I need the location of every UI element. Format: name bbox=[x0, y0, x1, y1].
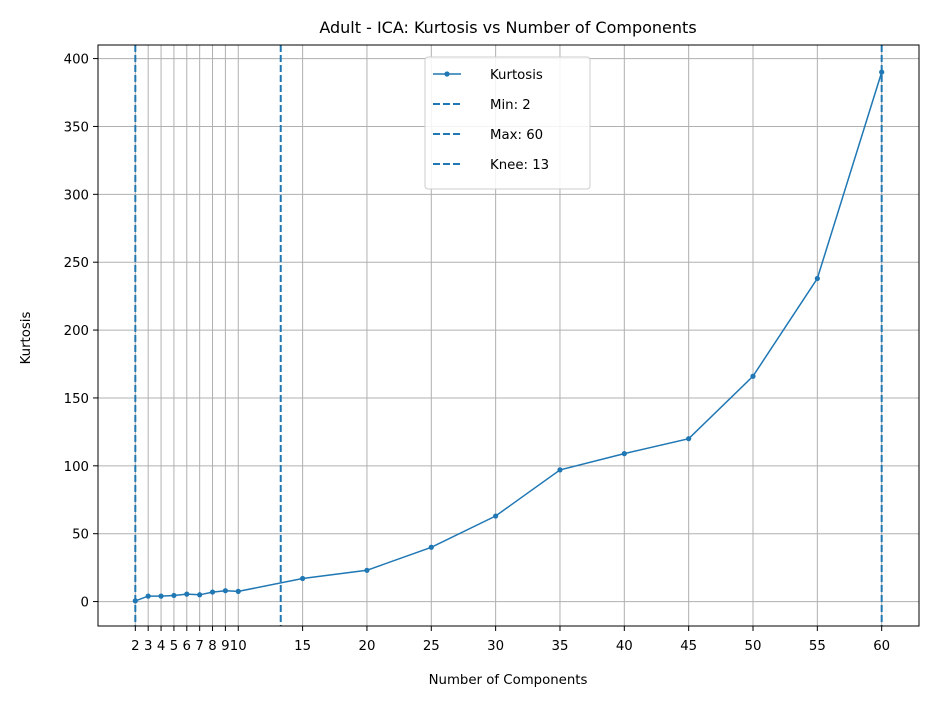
data-point bbox=[557, 467, 563, 473]
y-tick-label: 350 bbox=[64, 120, 89, 135]
y-tick-label: 400 bbox=[64, 53, 89, 68]
chart-title: Adult - ICA: Kurtosis vs Number of Compo… bbox=[319, 18, 696, 37]
y-tick-label: 0 bbox=[81, 596, 89, 611]
data-point bbox=[686, 436, 692, 442]
legend-entry-label: Max: 60 bbox=[490, 128, 543, 143]
data-point bbox=[235, 588, 241, 594]
x-tick-label: 45 bbox=[680, 639, 697, 654]
x-tick-label: 10 bbox=[230, 639, 247, 654]
y-tick-label: 300 bbox=[64, 188, 89, 203]
x-tick-label: 7 bbox=[195, 639, 203, 654]
data-point bbox=[364, 567, 370, 573]
data-point bbox=[879, 69, 885, 75]
x-tick-label: 55 bbox=[809, 639, 826, 654]
y-axis-ticks: 0 50 100 150 200 250 300 350 400 bbox=[64, 53, 98, 611]
x-tick-label: 6 bbox=[183, 639, 191, 654]
data-point bbox=[621, 451, 627, 457]
data-point bbox=[171, 592, 177, 599]
data-point bbox=[209, 589, 216, 595]
x-axis-ticks: 2 3 4 5 6 7 8 9 10 15 20 25 30 35 40 45 50 55 60 bbox=[131, 626, 890, 654]
legend-entry-label: Knee: 13 bbox=[490, 158, 549, 173]
legend: Kurtosis Min: 2 Max: 60 Knee: 13 bbox=[424, 56, 591, 190]
y-tick-label: 250 bbox=[64, 256, 89, 271]
legend-entry-label: Min: 2 bbox=[490, 98, 531, 113]
y-tick-label: 100 bbox=[64, 460, 89, 475]
series bbox=[132, 69, 885, 604]
y-tick-label: 150 bbox=[64, 392, 89, 407]
reference-lines bbox=[134, 45, 883, 626]
x-tick-label: 8 bbox=[208, 639, 216, 654]
data-point bbox=[428, 544, 434, 550]
y-tick-label: 50 bbox=[72, 528, 89, 543]
x-tick-label: 2 bbox=[131, 639, 139, 654]
legend-entry-label: Kurtosis bbox=[490, 68, 543, 83]
data-point bbox=[222, 588, 228, 594]
x-tick-label: 50 bbox=[745, 639, 762, 654]
y-tick-label: 200 bbox=[64, 324, 89, 339]
x-tick-label: 60 bbox=[873, 639, 890, 654]
y-axis-label: Kurtosis bbox=[19, 312, 34, 365]
legend-marker bbox=[444, 71, 450, 77]
data-point bbox=[493, 513, 499, 519]
x-axis-label: Number of Components bbox=[429, 673, 588, 688]
x-tick-label: 35 bbox=[552, 639, 569, 654]
x-tick-label: 3 bbox=[144, 639, 152, 654]
data-point bbox=[158, 593, 164, 599]
x-tick-label: 30 bbox=[487, 639, 504, 654]
legend-box bbox=[424, 56, 591, 190]
x-tick-label: 4 bbox=[157, 639, 165, 654]
plot-frame bbox=[97, 44, 920, 627]
x-tick-label: 5 bbox=[170, 639, 178, 654]
x-tick-label: 9 bbox=[221, 639, 229, 654]
data-point bbox=[184, 591, 190, 597]
x-tick-label: 25 bbox=[423, 639, 440, 654]
data-point bbox=[300, 575, 306, 582]
data-point bbox=[132, 598, 138, 604]
x-tick-label: 15 bbox=[294, 639, 311, 654]
data-point bbox=[197, 592, 203, 598]
data-point bbox=[750, 373, 756, 379]
data-point bbox=[814, 275, 820, 282]
x-tick-label: 20 bbox=[358, 639, 375, 654]
x-tick-label: 40 bbox=[616, 639, 633, 654]
data-point bbox=[145, 593, 151, 599]
